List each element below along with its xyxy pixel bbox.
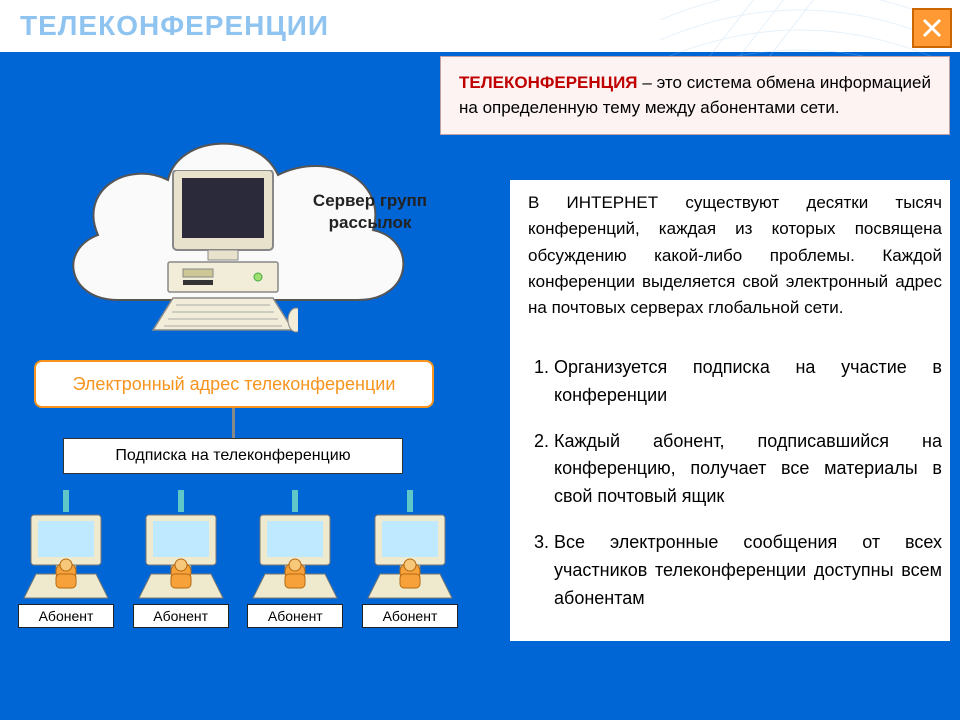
server-computer-icon [148,170,298,340]
definition-term: ТЕЛЕКОНФЕРЕНЦИЯ [459,73,638,92]
list-item: Все электронные сообщения от всех участн… [554,529,942,613]
abonent: Абонент [358,490,462,628]
abonent-computer-icon [360,510,460,600]
list-item: Организуется подписка на участие в конфе… [554,354,942,410]
abonent: Абонент [129,490,233,628]
intro-paragraph: В ИНТЕРНЕТ существуют десятки тысяч конф… [528,190,942,322]
abonent-computer-icon [16,510,116,600]
steps-list: Организуется подписка на участие в конфе… [528,354,942,613]
server-label: Сервер групп рассылок [300,190,440,234]
subscribe-box: Подписка на телеконференцию [63,438,403,474]
close-button[interactable] [912,8,952,48]
abonent-label: Абонент [362,604,458,628]
right-column: В ИНТЕРНЕТ существуют десятки тысяч конф… [510,180,950,641]
address-box: Электронный адрес телеконференции [34,360,434,408]
abonent-label: Абонент [133,604,229,628]
definition-box: ТЕЛЕКОНФЕРЕНЦИЯ – это система обмена инф… [440,56,950,135]
connector-line [232,408,235,438]
abonent-connector [63,490,69,512]
abonent-computer-icon [131,510,231,600]
abonent-row: Абонент Абонент [8,490,468,628]
abonent: Абонент [243,490,347,628]
abonent-computer-icon [245,510,345,600]
abonent-connector [178,490,184,512]
abonent: Абонент [14,490,118,628]
list-item: Каждый абонент, подписавшийся на конфере… [554,428,942,512]
diagram-area: Сервер групп рассылок Электронный адрес … [8,90,468,705]
abonent-connector [292,490,298,512]
abonent-connector [407,490,413,512]
abonent-label: Абонент [18,604,114,628]
close-icon [920,16,944,40]
abonent-label: Абонент [247,604,343,628]
page-title: ТЕЛЕКОНФЕРЕНЦИИ [20,10,329,42]
